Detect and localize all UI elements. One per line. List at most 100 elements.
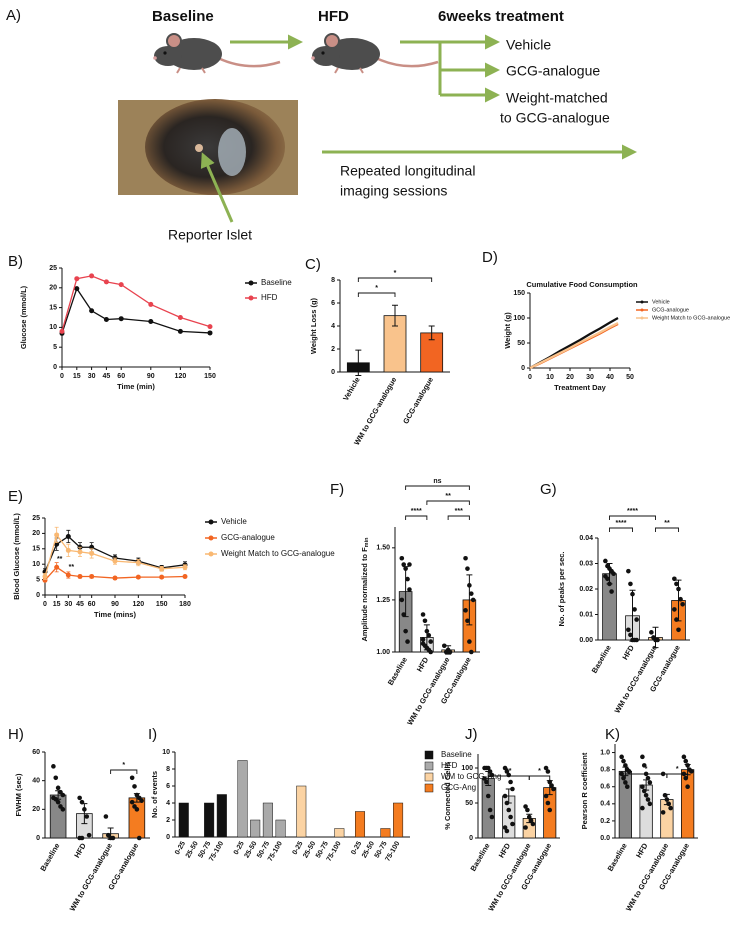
data-point [74,276,80,282]
data-point [662,792,668,798]
data-point [649,630,654,635]
data-point [132,784,137,789]
legend-label: GCG-analogue [652,307,689,313]
data-point [551,786,556,792]
x-tick-label: 180 [179,601,191,608]
x-tick-label: 90 [111,601,119,608]
data-point [489,814,495,820]
x-tick-label: Baseline [606,841,629,872]
data-point [487,807,493,813]
significance-label: * [676,766,679,773]
y-tick-label: 1.0 [600,749,610,756]
arm-label: Vehicle [506,37,551,53]
x-tick-label: 45 [103,373,111,380]
y-tick-label: 5 [53,344,57,351]
data-point [525,807,530,813]
legend-swatch [248,280,254,286]
data-point [634,617,639,622]
x-tick-label: 120 [132,601,144,608]
data-point [405,639,410,644]
significance-bracket [609,515,656,520]
significance-bracket [666,773,689,778]
x-tick-label: Baseline [38,841,61,872]
y-tick-label: 0.8 [600,766,610,773]
data-point [484,779,489,785]
data-point [118,316,124,322]
data-point [428,649,434,655]
data-point [504,769,510,774]
y-axis-label: Weight Loss (g) [309,297,318,354]
data-point [634,637,639,643]
data-point [645,797,651,802]
data-point [621,758,626,764]
significance-label: **** [616,520,627,527]
x-tick-label: 30 [88,373,96,380]
chart-title: Cumulative Food Consumption [526,280,638,289]
data-point [177,315,183,320]
y-tick-label: 6 [331,300,335,307]
data-point [463,555,468,561]
data-point [628,581,633,587]
data-point [655,637,660,643]
data-point [74,286,80,292]
data-point [470,597,476,603]
x-axis-label: Time (mins) [94,610,136,619]
data-point [135,574,141,580]
data-point [680,602,685,607]
data-point [42,577,48,583]
data-point [103,279,109,285]
y-tick-label: 0 [53,364,57,371]
data-point [77,574,83,580]
data-point [504,828,510,834]
x-tick-label: 60 [117,373,125,380]
islet [195,144,203,152]
y-tick-label: 8 [331,277,335,284]
y-tick-label: 20 [32,530,40,537]
x-tick-label: 20 [566,374,574,381]
panel-label: H) [8,726,24,743]
data-point [207,324,213,330]
data-point [681,754,687,760]
data-point [611,571,616,576]
data-point [626,769,632,774]
legend-label: GCG-analogue [221,533,275,542]
bar [237,760,248,838]
data-point [407,587,412,592]
data-point [630,591,635,597]
data-point [405,576,410,582]
data-point [118,282,124,288]
y-tick-label: 40 [32,778,40,785]
significance-label: * [375,285,378,292]
x-tick-label: WM to GCG-analogue [352,375,398,446]
y-tick-label: 50 [517,340,525,347]
y-tick-label: 50 [465,800,473,807]
data-point [628,632,633,638]
significance-label: ** [506,768,512,775]
significance-label: *** [455,508,463,515]
data-point [672,576,677,582]
y-tick-label: 8 [166,766,170,773]
data-point [502,825,508,830]
x-tick-label: 45 [76,601,84,608]
data-point [110,835,116,841]
data-point [42,574,48,580]
legend-swatch [248,295,254,301]
y-tick-label: 1.25 [376,597,390,604]
y-tick-label: 10 [32,561,40,568]
x-tick-label: 30 [586,374,594,381]
stage-label: Baseline [152,8,214,25]
legend-label: HFD [441,761,458,770]
error-bar [392,304,398,327]
y-tick-label: 20 [49,285,57,292]
y-tick-label: 15 [49,304,57,311]
data-point [103,814,109,819]
y-tick-label: 4 [166,800,170,807]
legend-label: HFD [261,293,278,302]
data-point [403,628,408,634]
legend-swatch [424,761,434,771]
legend-label: Vehicle [652,299,670,305]
legend-swatch [640,308,644,312]
data-point [65,533,71,539]
bar [262,802,273,838]
x-tick-label: HFD [415,655,431,673]
